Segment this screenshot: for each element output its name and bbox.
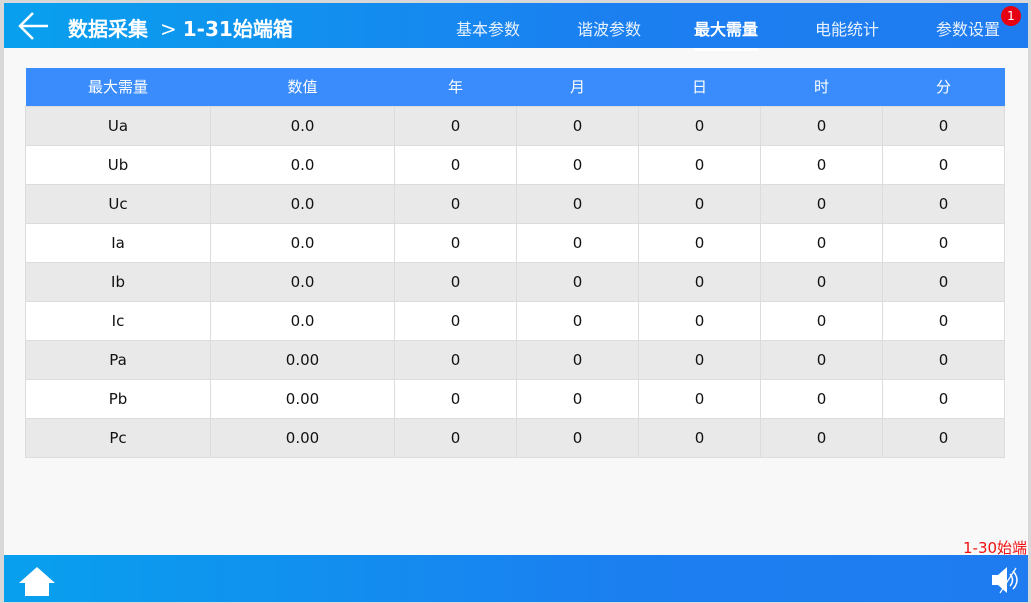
table-cell: 0.0 — [210, 183, 395, 224]
table-cell: 0 — [394, 144, 517, 185]
table-cell: 0 — [516, 261, 639, 302]
breadcrumb-root[interactable]: 数据采集 — [68, 17, 148, 41]
table-cell: 0 — [760, 183, 883, 224]
table-cell: 0.00 — [210, 417, 395, 458]
table-row: Uc 0.0 0 0 0 0 0 — [25, 183, 1005, 224]
back-arrow-icon[interactable] — [18, 11, 50, 41]
column-header: 数值 — [210, 68, 395, 106]
table-cell: 0 — [394, 105, 517, 146]
header-bar: 数据采集 >1-31始端箱 基本参数 谐波参数 最大需量 电能统计 参数设置 1 — [4, 3, 1028, 51]
home-icon[interactable] — [18, 565, 56, 597]
table-cell: 0 — [394, 339, 517, 380]
table-cell: 0 — [394, 378, 517, 419]
table-cell: 0 — [516, 378, 639, 419]
table-cell: 0 — [882, 261, 1005, 302]
table-cell: 0 — [638, 222, 761, 263]
table-row: Ic 0.0 0 0 0 0 0 — [25, 300, 1005, 341]
table-cell: 0 — [638, 183, 761, 224]
table-cell: 0 — [882, 222, 1005, 263]
column-header: 日 — [638, 68, 761, 106]
table-cell: Uc — [25, 183, 211, 224]
table-cell: Ic — [25, 300, 211, 341]
table-cell: 0 — [516, 105, 639, 146]
table-cell: 0 — [882, 105, 1005, 146]
table-row: Pb 0.00 0 0 0 0 0 — [25, 378, 1005, 419]
table-cell: 0 — [638, 417, 761, 458]
table-cell: 0 — [882, 183, 1005, 224]
table-cell: 0.0 — [210, 261, 395, 302]
table-cell: 0 — [882, 300, 1005, 341]
marquee-text: 1-30始端 — [963, 539, 1028, 557]
tab-energy-stats[interactable]: 电能统计 — [815, 20, 880, 39]
table-cell: 0.0 — [210, 222, 395, 263]
table-cell: 0 — [638, 105, 761, 146]
footer-bar — [4, 555, 1028, 602]
speaker-icon[interactable] — [990, 565, 1020, 595]
table-cell: 0 — [394, 183, 517, 224]
table-cell: 0 — [394, 222, 517, 263]
table-row: Ib 0.0 0 0 0 0 0 — [25, 261, 1005, 302]
breadcrumb-separator: > — [160, 17, 177, 41]
column-header: 月 — [516, 68, 639, 106]
table-cell: 0 — [394, 300, 517, 341]
table-cell: 0 — [516, 339, 639, 380]
table-cell: 0 — [882, 144, 1005, 185]
table-cell: Ua — [25, 105, 211, 146]
table-row: Ua 0.0 0 0 0 0 0 — [25, 105, 1005, 146]
tab-harmonic-params[interactable]: 谐波参数 — [577, 20, 642, 39]
tab-param-settings[interactable]: 参数设置 — [936, 20, 1001, 39]
table-cell: Pb — [25, 378, 211, 419]
table-cell: 0 — [760, 417, 883, 458]
table-cell: 0 — [638, 144, 761, 185]
table-cell: 0.00 — [210, 378, 395, 419]
table-row: Ub 0.0 0 0 0 0 0 — [25, 144, 1005, 185]
table-cell: 0 — [516, 183, 639, 224]
table-cell: 0.0 — [210, 105, 395, 146]
table-cell: 0.0 — [210, 144, 395, 185]
table-cell: Ia — [25, 222, 211, 263]
table-cell: 0 — [882, 417, 1005, 458]
table-cell: Ib — [25, 261, 211, 302]
table-cell: 0.00 — [210, 339, 395, 380]
breadcrumb-current: 1-31始端箱 — [182, 17, 293, 41]
table-cell: 0 — [760, 300, 883, 341]
column-header: 最大需量 — [25, 68, 211, 106]
table-cell: 0 — [516, 417, 639, 458]
table-cell: 0 — [638, 339, 761, 380]
table-cell: 0 — [638, 261, 761, 302]
table-cell: 0 — [394, 417, 517, 458]
table-cell: 0 — [760, 261, 883, 302]
notification-badge: 1 — [1001, 6, 1021, 26]
table-cell: 0.0 — [210, 300, 395, 341]
column-header: 分 — [882, 68, 1005, 106]
breadcrumb: 数据采集 >1-31始端箱 — [68, 13, 293, 42]
table-cell: 0 — [882, 339, 1005, 380]
table-row: Pc 0.00 0 0 0 0 0 — [25, 417, 1005, 458]
column-header: 时 — [760, 68, 883, 106]
table-cell: 0 — [516, 222, 639, 263]
table-cell: 0 — [394, 261, 517, 302]
table-cell: 0 — [760, 222, 883, 263]
table-cell: 0 — [760, 144, 883, 185]
table-cell: 0 — [760, 339, 883, 380]
table-cell: 0 — [882, 378, 1005, 419]
table-cell: Pa — [25, 339, 211, 380]
table-cell: 0 — [760, 105, 883, 146]
max-demand-table: 最大需量 数值年月日时分 Ua 0.0 0 0 0 0 0 Ub 0.0 0 0 0 0 0 Uc 0.0 0 0 0… — [25, 68, 1005, 458]
table-row: Ia 0.0 0 0 0 0 0 — [25, 222, 1005, 263]
table-row: Pa 0.00 0 0 0 0 0 — [25, 339, 1005, 380]
tab-basic-params[interactable]: 基本参数 — [456, 20, 521, 39]
table-cell: 0 — [516, 300, 639, 341]
column-header: 年 — [394, 68, 517, 106]
window: 数据采集 >1-31始端箱 基本参数 谐波参数 最大需量 电能统计 参数设置 1 … — [4, 3, 1028, 602]
table-cell: 0 — [516, 144, 639, 185]
table-cell: 0 — [638, 378, 761, 419]
table-cell: 0 — [638, 300, 761, 341]
table-cell: 0 — [760, 378, 883, 419]
table-cell: Ub — [25, 144, 211, 185]
tab-max-demand[interactable]: 最大需量 — [694, 16, 759, 51]
table-cell: Pc — [25, 417, 211, 458]
